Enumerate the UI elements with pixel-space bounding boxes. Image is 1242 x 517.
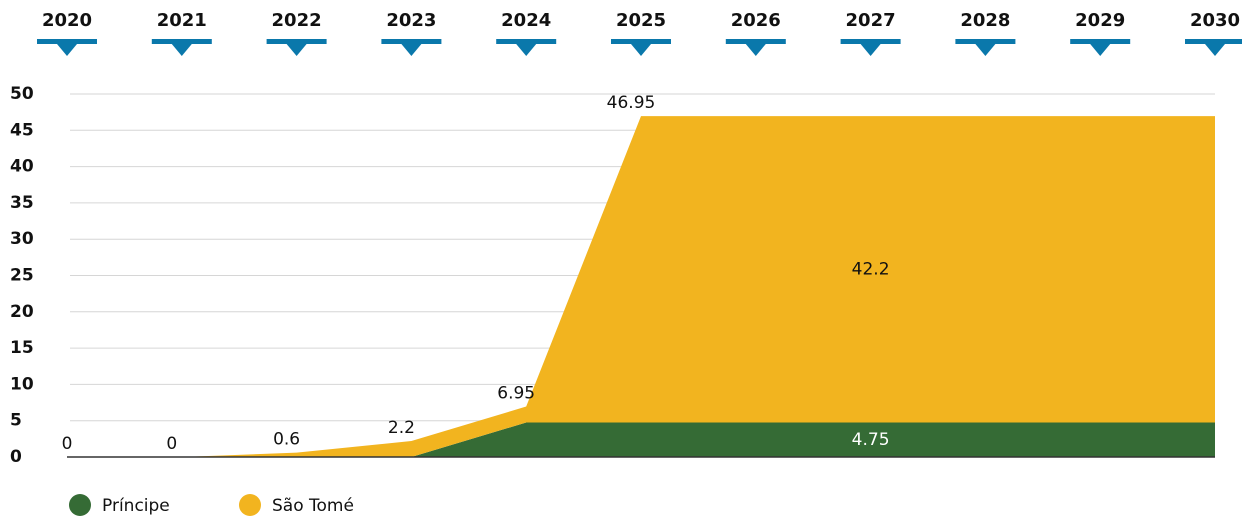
year-marker	[37, 39, 97, 44]
year-marker	[1070, 39, 1131, 44]
legend-label: São Tomé	[272, 496, 354, 516]
year-marker-arrow	[401, 44, 422, 56]
year-marker	[496, 39, 557, 44]
y-tick-label: 45	[10, 120, 34, 140]
year-marker-arrow	[286, 44, 307, 56]
total-label: 0	[166, 434, 177, 454]
x-tick-label: 2027	[846, 10, 896, 31]
year-marker-arrow	[975, 44, 996, 56]
year-marker	[381, 39, 442, 44]
year-marker-arrow	[516, 44, 537, 56]
year-marker	[611, 39, 671, 44]
y-tick-label: 50	[10, 84, 34, 104]
legend-label: Príncipe	[102, 496, 170, 516]
total-label: 2.2	[388, 418, 415, 438]
x-tick-label: 2021	[157, 10, 207, 31]
year-marker	[840, 39, 901, 44]
y-tick-label: 5	[10, 411, 22, 431]
x-tick-label: 2028	[960, 10, 1010, 31]
x-tick-label: 2025	[616, 10, 666, 31]
total-label: 0.6	[273, 430, 300, 450]
year-marker	[151, 39, 212, 44]
y-tick-label: 20	[10, 302, 34, 322]
y-tick-label: 0	[10, 447, 22, 467]
total-label: 6.95	[497, 384, 535, 404]
year-marker-arrow	[745, 44, 766, 56]
x-tick-label: 2023	[386, 10, 436, 31]
segment-label: 4.75	[852, 430, 890, 450]
x-tick-label: 2030	[1190, 10, 1240, 31]
year-marker-arrow	[631, 44, 651, 56]
area	[67, 422, 1215, 457]
year-marker	[955, 39, 1016, 44]
year-marker-arrow	[57, 44, 77, 56]
year-marker-arrow	[171, 44, 192, 56]
year-marker-arrow	[1090, 44, 1111, 56]
y-tick-label: 40	[10, 157, 34, 177]
x-tick-label: 2026	[731, 10, 781, 31]
x-tick-label: 2029	[1075, 10, 1125, 31]
x-tick-label: 2024	[501, 10, 551, 31]
segment-label: 42.2	[852, 259, 890, 279]
year-marker	[266, 39, 327, 44]
y-tick-label: 30	[10, 229, 34, 249]
y-tick-label: 15	[10, 338, 34, 358]
year-marker	[725, 39, 786, 44]
year-marker-arrow	[1205, 44, 1225, 56]
year-marker	[1185, 39, 1242, 44]
x-tick-label: 2020	[42, 10, 92, 31]
year-marker-arrow	[860, 44, 881, 56]
legend-swatch	[239, 494, 261, 516]
total-label: 46.95	[607, 93, 656, 113]
y-tick-label: 35	[10, 193, 34, 213]
area	[67, 116, 1215, 457]
y-tick-label: 10	[10, 374, 34, 394]
y-tick-label: 25	[10, 266, 34, 286]
total-label: 0	[62, 434, 73, 454]
legend-swatch	[69, 494, 91, 516]
x-tick-label: 2022	[272, 10, 322, 31]
